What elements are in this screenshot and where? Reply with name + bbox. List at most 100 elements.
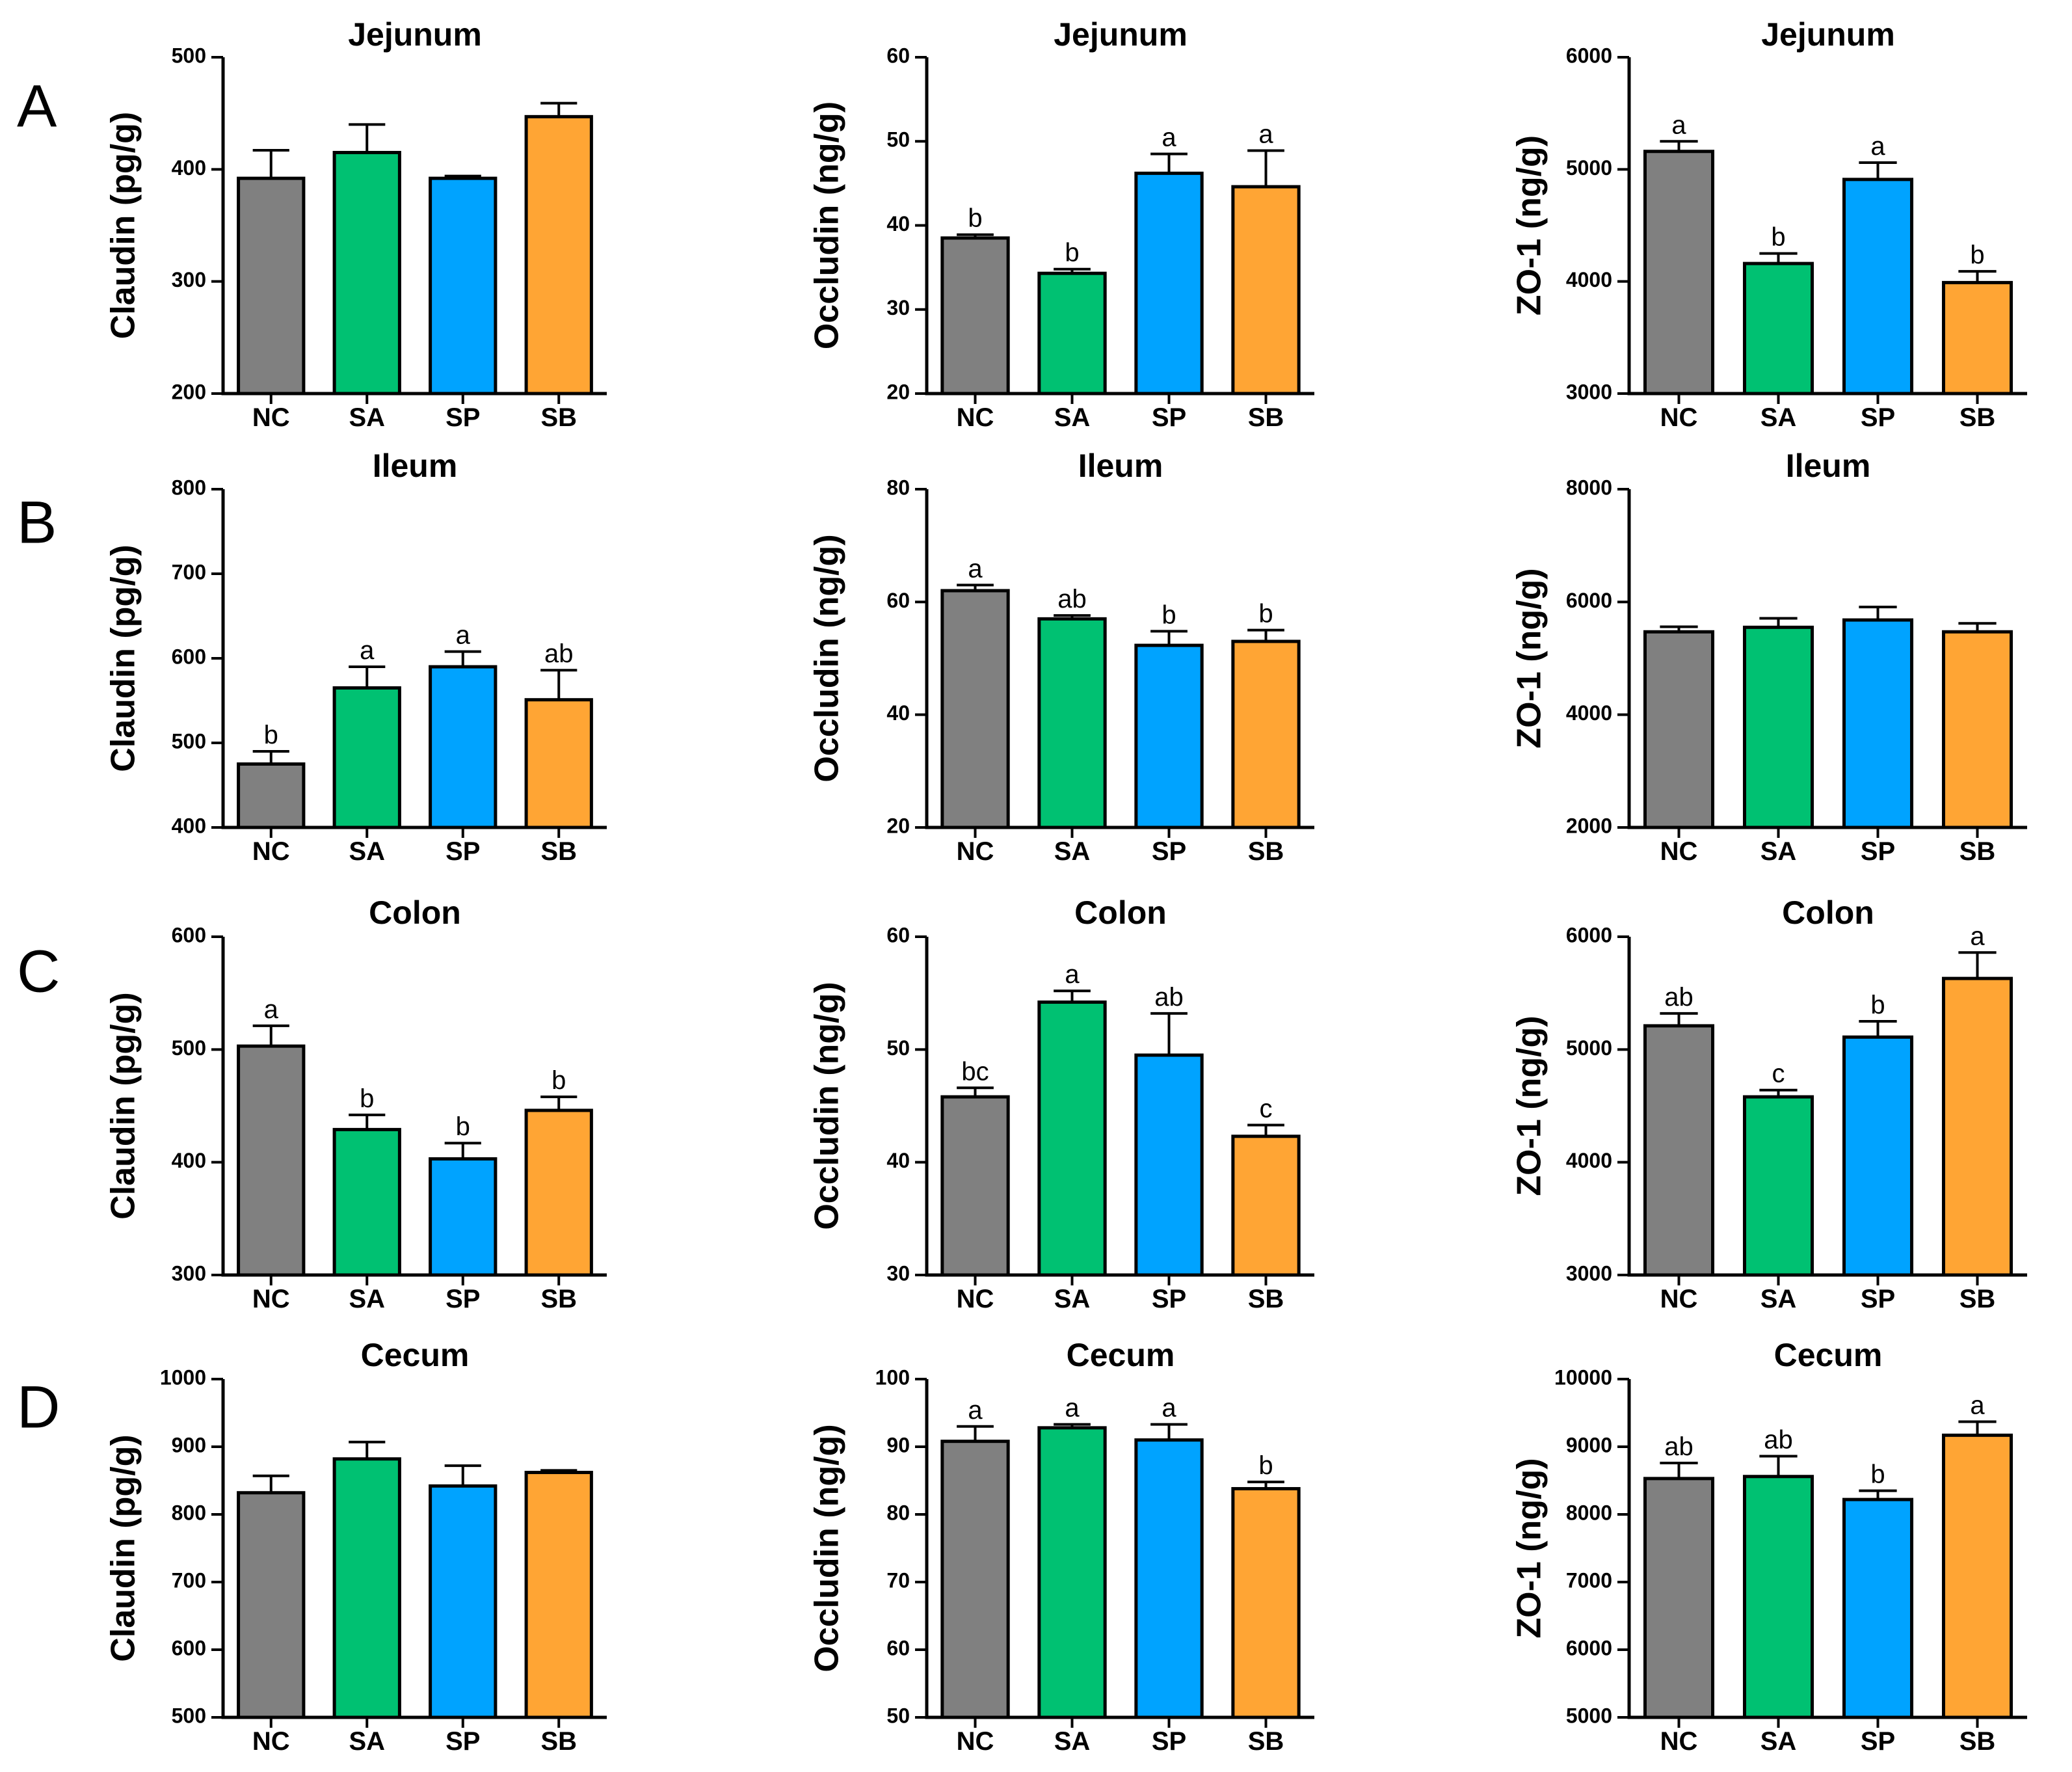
- significance-label: a: [264, 995, 279, 1024]
- y-tick-label: 800: [172, 1501, 206, 1524]
- y-tick-label: 80: [886, 1501, 910, 1524]
- x-tick-label-sp: SP: [445, 1727, 480, 1756]
- chart-title: Ileum: [373, 448, 458, 484]
- bar-sb: [524, 114, 593, 396]
- y-tick-label: 10000: [1554, 1365, 1612, 1389]
- bar-nc: [1643, 630, 1715, 829]
- bar-sp: [1134, 1053, 1204, 1277]
- significance-label: bc: [961, 1057, 989, 1086]
- x-tick-label-sa: SA: [1760, 1727, 1797, 1756]
- x-tick-label-sp: SP: [1861, 1285, 1895, 1313]
- significance-label: ab: [1764, 1426, 1793, 1455]
- x-tick-label-nc: NC: [1660, 837, 1698, 866]
- y-tick-label: 3000: [1566, 380, 1612, 403]
- y-tick-label: 80: [886, 476, 910, 499]
- y-tick-label: 6000: [1566, 923, 1612, 946]
- chart-A-zo1: Jejunum ZO-1 (ng/g) 3000 4000 5000 6000 NC a SA b…: [1511, 16, 2027, 432]
- y-axis-label: Claudin (pg/g): [105, 1434, 142, 1661]
- x-tick-label-sp: SP: [1861, 1727, 1895, 1756]
- y-tick-label: 50: [886, 128, 910, 152]
- chart-A-claudin: Jejunum Claudin (pg/g) 200 300 400 500 NC SA SP S…: [105, 16, 607, 432]
- chart-title: Jejunum: [348, 16, 482, 53]
- significance-label: ab: [1664, 1432, 1693, 1461]
- bar-sp: [429, 665, 498, 829]
- y-tick-label: 300: [172, 268, 206, 291]
- y-tick-label: 6000: [1566, 44, 1612, 67]
- x-tick-label-nc: NC: [957, 1285, 994, 1313]
- y-tick-label: 5000: [1566, 1704, 1612, 1727]
- x-tick-label-sp: SP: [1152, 1727, 1186, 1756]
- significance-label: a: [1065, 1394, 1080, 1423]
- significance-label: b: [456, 1112, 470, 1141]
- chart-A-occludin: Jejunum Occludin (ng/g) 20 30 40 50 60 NC b SA b SP…: [808, 16, 1314, 432]
- y-tick-label: 400: [172, 1149, 206, 1172]
- bar-sa: [332, 1127, 401, 1277]
- x-tick-label-sb: SB: [1248, 403, 1284, 432]
- significance-label: b: [551, 1066, 566, 1095]
- y-tick-label: 30: [886, 1261, 910, 1285]
- bar-nc: [940, 1095, 1010, 1277]
- bar-sp: [1134, 171, 1204, 396]
- chart-title: Ileum: [1786, 448, 1871, 484]
- bar-sb: [524, 1108, 593, 1277]
- x-tick-label-nc: NC: [1660, 1285, 1698, 1313]
- y-axis-label: Occludin (ng/g): [808, 534, 846, 782]
- bar-nc: [237, 1044, 306, 1277]
- significance-label: a: [1258, 120, 1273, 148]
- bar-nc: [1643, 150, 1715, 396]
- bar-sa: [1037, 1000, 1107, 1277]
- y-axis-label: Claudin (pg/g): [105, 992, 142, 1219]
- y-tick-label: 8000: [1566, 476, 1612, 499]
- y-axis-label: ZO-1 (ng/g): [1511, 568, 1548, 748]
- y-tick-label: 600: [172, 645, 206, 668]
- y-axis-label: Occludin (ng/g): [808, 101, 846, 349]
- bar-sb: [1231, 1486, 1301, 1719]
- bar-sa: [332, 686, 401, 829]
- y-tick-label: 60: [886, 1636, 910, 1659]
- bar-sb: [1231, 639, 1301, 829]
- chart-title: Colon: [1074, 894, 1167, 931]
- x-tick-label-sp: SP: [1152, 403, 1186, 432]
- bar-nc: [1643, 1477, 1715, 1719]
- chart-title: Cecum: [1774, 1337, 1883, 1373]
- significance-label: b: [1258, 600, 1273, 628]
- significance-label: a: [456, 621, 471, 650]
- x-tick-label-sp: SP: [1861, 403, 1895, 432]
- significance-label: b: [1870, 1460, 1885, 1489]
- chart-title: Ileum: [1078, 448, 1163, 484]
- x-tick-label-sb: SB: [540, 837, 577, 866]
- bar-sa: [1742, 625, 1814, 829]
- bar-sp: [1842, 178, 1914, 396]
- y-tick-label: 600: [172, 1636, 206, 1659]
- row-label-D: D: [17, 1374, 60, 1440]
- significance-label: a: [1162, 1394, 1176, 1423]
- x-tick-label-nc: NC: [252, 403, 290, 432]
- significance-label: b: [1258, 1451, 1273, 1480]
- x-tick-label-sp: SP: [1861, 837, 1895, 866]
- chart-B-zo1: Ileum ZO-1 (ng/g) 2000 4000 6000 8000 NC SA SP SB: [1511, 448, 2027, 866]
- y-axis-label: ZO-1 (ng/g): [1511, 1015, 1548, 1196]
- significance-label: b: [968, 204, 982, 233]
- x-tick-label-nc: NC: [957, 403, 994, 432]
- y-tick-label: 30: [886, 296, 910, 319]
- x-tick-label-sb: SB: [1248, 837, 1284, 866]
- y-tick-label: 6000: [1566, 589, 1612, 612]
- y-tick-label: 1000: [160, 1365, 206, 1389]
- x-tick-label-sb: SB: [1959, 403, 1996, 432]
- x-tick-label-sb: SB: [540, 1727, 577, 1756]
- significance-label: ab: [544, 639, 574, 668]
- bar-sa: [332, 1457, 401, 1719]
- y-tick-label: 60: [886, 589, 910, 612]
- bar-sa: [1037, 271, 1107, 396]
- bar-sb: [1941, 280, 2013, 396]
- x-tick-label-sp: SP: [445, 403, 480, 432]
- y-tick-label: 6000: [1566, 1636, 1612, 1659]
- row-label-C: C: [17, 938, 60, 1004]
- bar-sp: [1842, 618, 1914, 829]
- x-tick-label-sa: SA: [349, 1285, 385, 1313]
- y-tick-label: 50: [886, 1036, 910, 1060]
- chart-title: Jejunum: [1761, 16, 1895, 53]
- y-tick-label: 100: [875, 1365, 910, 1389]
- y-tick-label: 50: [886, 1704, 910, 1727]
- y-axis-label: Claudin (pg/g): [105, 544, 142, 772]
